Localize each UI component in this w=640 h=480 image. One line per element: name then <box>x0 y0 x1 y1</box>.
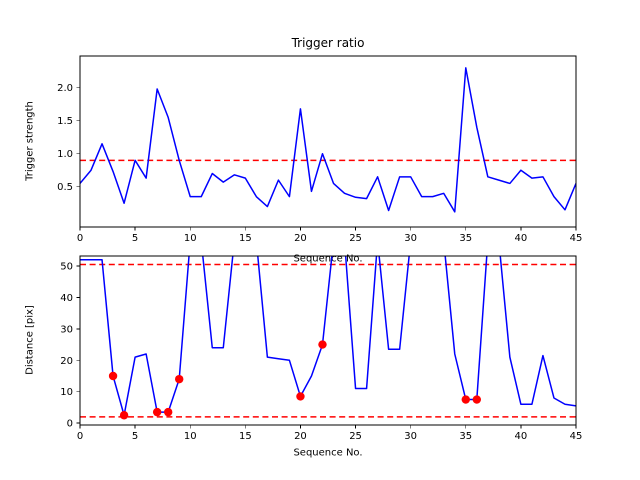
y-tick-label: 40 <box>60 293 73 304</box>
x-tick-label: 25 <box>349 431 362 442</box>
x-tick-label: 40 <box>515 431 528 442</box>
x-tick-label: 5 <box>132 431 138 442</box>
x-tick-label: 30 <box>404 233 417 244</box>
event-marker <box>108 371 118 381</box>
x-tick-label: 15 <box>239 233 252 244</box>
x-tick-label: 35 <box>459 233 472 244</box>
event-marker <box>461 395 470 404</box>
x-tick-label: 20 <box>294 233 307 244</box>
x-tick-label: 10 <box>184 431 197 442</box>
bottom-x-axis-label: Sequence No. <box>293 447 363 459</box>
x-tick-label: 40 <box>515 233 528 244</box>
y-tick-label: 30 <box>60 324 73 335</box>
event-marker <box>472 395 481 404</box>
y-tick-label: 2.0 <box>57 83 73 94</box>
x-tick-label: 0 <box>77 233 83 244</box>
y-tick-label: 50 <box>60 262 73 273</box>
axes-frame <box>79 255 577 426</box>
event-marker <box>163 407 173 417</box>
top-x-axis-label: Sequence No. <box>293 253 363 265</box>
bottom-y-axis-label: Distance [pix] <box>24 305 36 375</box>
event-marker <box>175 374 184 384</box>
x-tick-label: 25 <box>349 233 362 244</box>
y-tick-label: 0.5 <box>57 182 73 193</box>
y-tick-label: 0 <box>67 419 73 430</box>
event-marker <box>119 411 129 420</box>
x-tick-label: 30 <box>404 431 417 442</box>
event-marker <box>318 340 327 349</box>
trigger-ratio-line <box>80 67 576 213</box>
x-tick-label: 5 <box>132 233 138 244</box>
y-tick-label: 20 <box>60 356 73 367</box>
x-tick-label: 45 <box>570 233 583 244</box>
x-tick-label: 10 <box>184 233 197 244</box>
event-marker <box>296 392 305 401</box>
x-tick-label: 0 <box>77 431 83 442</box>
y-tick-label: 1.5 <box>57 116 73 127</box>
x-tick-label: 35 <box>459 431 472 442</box>
chart-title: Trigger ratio <box>291 36 365 50</box>
axes-frame <box>79 55 577 228</box>
x-tick-label: 20 <box>294 431 307 442</box>
top-y-axis-label: Trigger strength <box>24 101 36 181</box>
distance-line <box>80 256 576 417</box>
y-tick-label: 10 <box>60 387 73 398</box>
event-marker <box>152 407 162 417</box>
x-tick-label: 45 <box>570 431 583 442</box>
y-tick-label: 1.0 <box>57 149 73 160</box>
x-tick-label: 15 <box>239 431 252 442</box>
